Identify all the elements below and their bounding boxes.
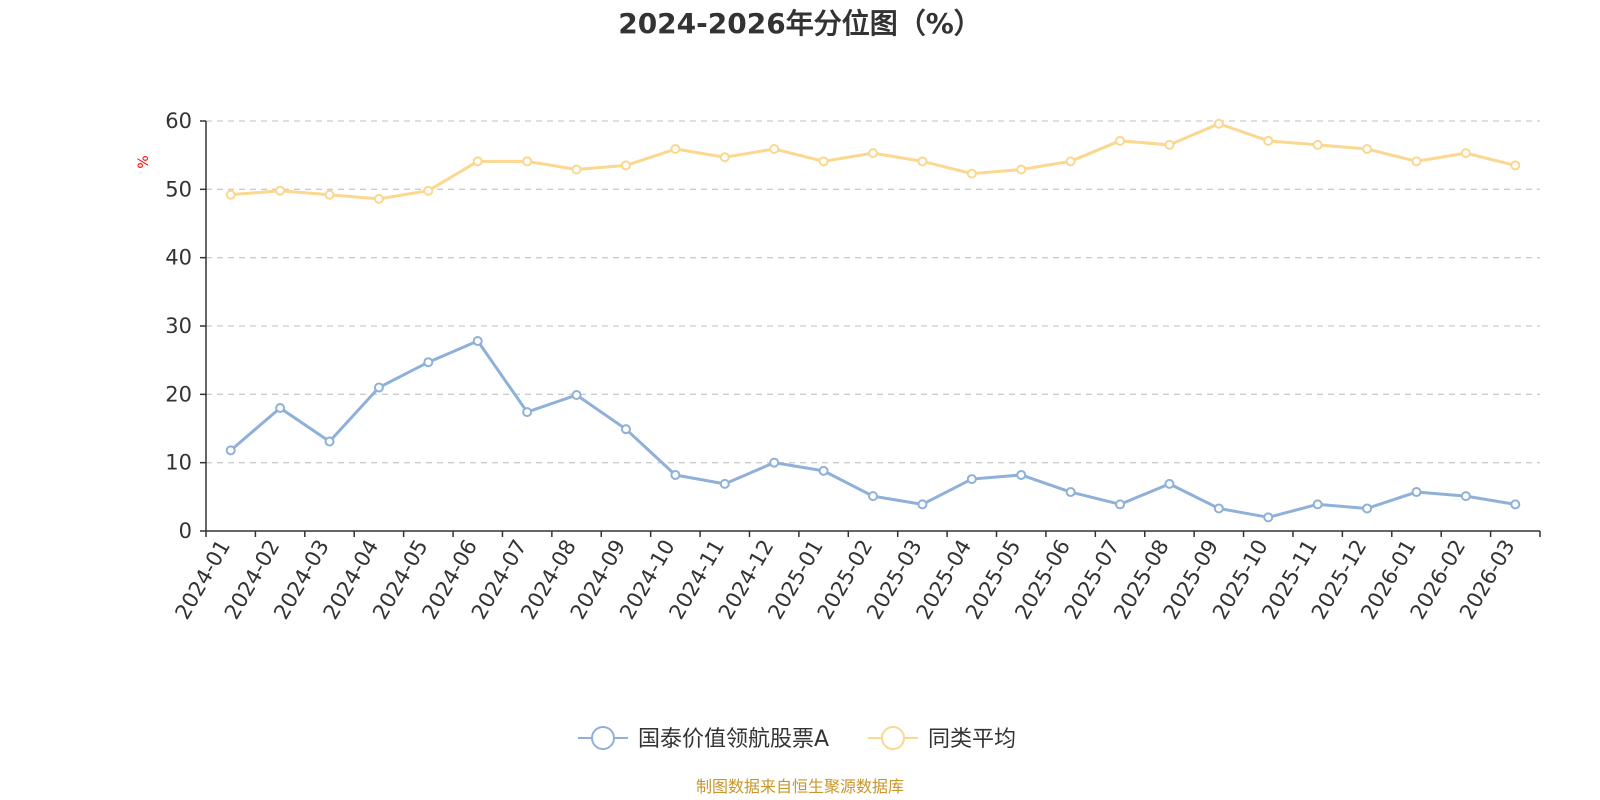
data-point-0-2026-01 [1411,487,1422,498]
series-0 [225,336,1521,523]
data-point-0-2025-01 [818,465,829,476]
data-point-1-2025-01 [818,156,829,167]
y-axis-label: % [136,155,152,168]
data-point-1-2025-08 [1164,139,1175,150]
data-point-1-2024-11 [719,152,730,163]
data-point-1-2026-01 [1411,156,1422,167]
grid-lines [206,120,1540,464]
data-point-0-2024-08 [571,390,582,401]
y-tick-label-20: 20 [165,382,192,406]
legend-item-0[interactable]: 国泰价值领航股票A [578,726,829,752]
data-point-0-2024-06 [472,336,483,347]
data-point-0-2025-07 [1115,499,1126,510]
series-1 [225,118,1521,204]
data-point-1-2024-02 [275,185,286,196]
data-point-0-2025-06 [1065,487,1076,498]
data-point-0-2025-09 [1213,503,1224,514]
chart-title: 2024-2026年分位图（%） [618,7,982,40]
data-point-0-2024-11 [719,478,730,489]
data-point-0-2024-12 [769,457,780,468]
y-axis-ticks: 0 10 20 30 40 50 60 [165,109,206,543]
series-line-0 [229,339,1516,519]
legend-label-0: 国泰价值领航股票A [638,727,829,752]
y-tick-label-60: 60 [165,109,192,133]
data-point-0-2024-01 [225,445,236,456]
source-note: 制图数据来自恒生聚源数据库 [696,777,904,796]
data-point-0-2025-08 [1164,478,1175,489]
legend: 国泰价值领航股票A 同类平均 [578,726,1016,752]
y-tick-label-50: 50 [165,177,192,201]
data-point-1-2025-07 [1115,135,1126,146]
y-tick-label-10: 10 [165,451,192,475]
data-point-1-2024-08 [571,164,582,175]
data-point-1-2025-10 [1263,135,1274,146]
data-point-0-2025-04 [966,474,977,485]
data-point-0-2025-02 [868,491,878,502]
data-point-1-2025-04 [966,168,977,179]
data-point-1-2025-12 [1362,144,1373,155]
legend-marker-0 [591,726,615,750]
axes [205,121,1540,532]
data-point-1-2024-07 [522,156,533,167]
data-point-1-2025-06 [1065,156,1076,167]
series-line-1 [230,122,1516,201]
data-point-0-2024-07 [522,407,533,418]
y-tick-label-40: 40 [165,246,192,270]
y-tick-label-30: 30 [165,314,192,338]
data-point-1-2025-05 [1016,164,1027,175]
data-point-1-2024-12 [769,144,780,155]
data-point-0-2025-03 [917,499,928,510]
data-point-0-2024-04 [373,382,384,393]
data-point-0-2025-11 [1312,499,1323,510]
data-point-0-2025-10 [1263,512,1274,523]
legend-label-1: 同类平均 [928,727,1016,752]
data-point-0-2026-03 [1510,499,1521,510]
series-group [225,118,1521,523]
data-point-1-2024-09 [620,160,631,171]
data-point-1-2024-06 [472,156,483,167]
data-point-1-2024-05 [423,185,434,196]
data-point-1-2025-03 [917,156,928,167]
data-point-1-2026-02 [1460,148,1471,159]
data-point-0-2025-12 [1362,503,1373,514]
data-point-1-2024-04 [373,193,384,204]
data-point-1-2026-03 [1510,160,1521,171]
data-point-0-2024-03 [324,436,335,447]
data-point-1-2025-09 [1213,118,1224,129]
data-point-1-2025-11 [1312,139,1323,150]
data-point-0-2025-05 [1016,469,1027,480]
data-point-1-2024-03 [324,189,335,200]
data-point-1-2024-10 [670,144,681,155]
data-point-0-2024-10 [670,469,681,480]
legend-marker-1 [881,726,905,750]
data-point-0-2026-02 [1460,491,1471,502]
data-point-0-2024-09 [620,424,631,435]
y-tick-label-0: 0 [179,519,192,543]
data-point-0-2024-02 [275,403,286,413]
x-axis-ticks: 2024-012024-022024-032024-042024-052024-… [170,531,1541,623]
legend-item-1[interactable]: 同类平均 [868,726,1016,752]
data-point-1-2024-01 [225,189,236,200]
data-point-0-2024-05 [423,357,434,368]
data-point-1-2025-02 [868,148,878,159]
